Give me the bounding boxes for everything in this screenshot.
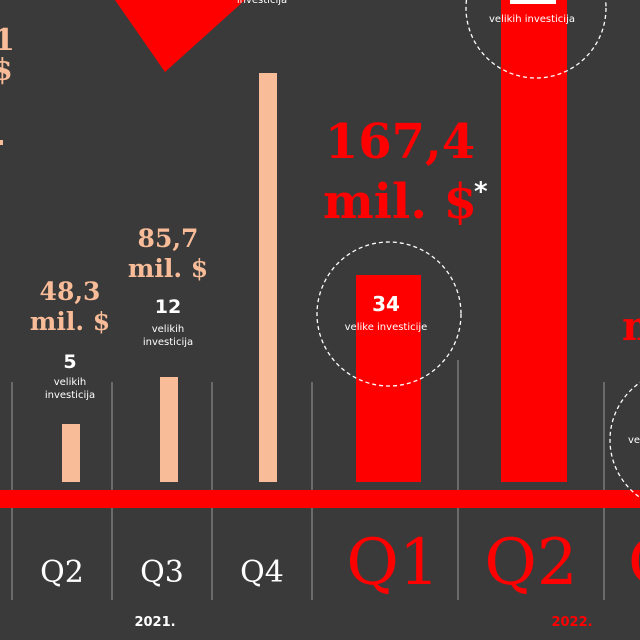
partial-left-amount: 1 <box>0 23 15 58</box>
quarter-label-2021-q2: Q2 <box>40 555 84 590</box>
count-2022-q1: 34 <box>372 292 400 316</box>
count-label-2021-q3-line1: velikih <box>152 324 185 335</box>
year-label-2022: 2022. <box>551 615 592 630</box>
asterisk-2022-q1: * <box>474 177 488 207</box>
baseline <box>0 490 640 508</box>
count-2021-q2: 5 <box>63 351 76 373</box>
count-label-2022-q2: velikih investicija <box>489 14 575 25</box>
partial-left-mark <box>0 140 3 145</box>
amount-2021-q2: 48,3 <box>40 277 101 306</box>
highlight-circle-2022-q2 <box>465 0 607 79</box>
unit-2022-q1: mil. $ <box>323 174 477 230</box>
count-2022-q2-partial <box>510 0 556 4</box>
partial-right-label: ve <box>628 435 640 446</box>
partial-left-unit: $ <box>0 53 13 88</box>
unit-2021-q2: mil. $ <box>30 307 110 336</box>
year-label-2021: 2021. <box>134 615 175 630</box>
highlight-circle-2022-q1 <box>316 241 462 387</box>
quarter-label-2021-q4: Q4 <box>240 555 284 590</box>
count-2021-q3: 12 <box>155 296 181 318</box>
quarter-label-2022-q1: Q1 <box>346 526 439 600</box>
unit-2021-q3: mil. $ <box>128 254 208 283</box>
count-label-2021-q3-line2: investicija <box>143 337 193 348</box>
amount-2022-q1: 167,4 <box>325 114 475 170</box>
quarter-label-partial: Q <box>628 526 640 600</box>
count-label-2021-q2-line2: investicija <box>45 390 95 401</box>
bar-2022-q2 <box>501 0 567 482</box>
quarter-label-2021-q3: Q3 <box>140 555 184 590</box>
count-label-2022-q1: velike investicije <box>345 322 428 333</box>
partial-right-amount: m <box>622 303 640 350</box>
bar-2021-q4 <box>259 73 277 482</box>
highlight-circle-partial <box>609 381 640 499</box>
bar-2021-q3 <box>160 377 178 482</box>
amount-2021-q3: 85,7 <box>138 224 199 253</box>
decorative-red-shape <box>115 0 245 72</box>
quarter-label-2022-q2: Q2 <box>484 526 577 600</box>
count-label-2021-q4: investicija <box>237 0 287 6</box>
count-label-2021-q2-line1: velikih <box>54 377 87 388</box>
bar-2021-q2 <box>62 424 80 482</box>
bar-2022-q1 <box>356 275 421 482</box>
